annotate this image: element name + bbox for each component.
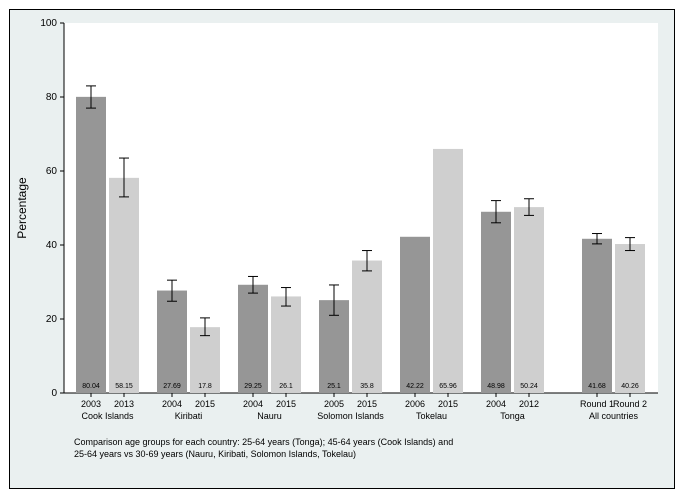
x-group-label: Nauru xyxy=(257,411,282,421)
bar-value-label: 29.25 xyxy=(244,383,262,390)
bar-value-label: 50.24 xyxy=(520,383,538,390)
bar xyxy=(76,97,106,393)
bar-value-label: 26.1 xyxy=(279,383,293,390)
bar-value-label: 80.04 xyxy=(82,383,100,390)
x-group-label: Solomon Islands xyxy=(317,411,384,421)
bar xyxy=(271,296,301,393)
x-group-label: Tonga xyxy=(500,411,525,421)
x-tick-label: 2006 xyxy=(405,399,425,409)
chart-svg: 0 20 40 60 80 100 Percentage 80.04 2003 58.15 2013… xyxy=(10,10,676,490)
bar xyxy=(157,291,187,393)
x-group-label: Cook Islands xyxy=(81,411,134,421)
x-tick-label: 2012 xyxy=(519,399,539,409)
bar xyxy=(514,207,544,393)
x-tick-label: 2015 xyxy=(438,399,458,409)
x-tick-label: 2005 xyxy=(324,399,344,409)
x-tick-label: Round 1 xyxy=(580,399,614,409)
y-axis-label: Percentage xyxy=(15,177,29,239)
footnote-line: 25-64 years vs 30-69 years (Nauru, Kirib… xyxy=(74,449,356,459)
bar xyxy=(109,178,139,393)
bar-value-label: 65.96 xyxy=(439,383,457,390)
x-group-label: Kiribati xyxy=(175,411,203,421)
x-tick-label: Round 2 xyxy=(613,399,647,409)
bar-value-label: 25.1 xyxy=(327,383,341,390)
bar-value-label: 41.68 xyxy=(588,383,606,390)
x-tick-label: 2015 xyxy=(195,399,215,409)
bar xyxy=(352,261,382,393)
bar-value-label: 48.98 xyxy=(487,383,505,390)
x-group-label: All countries xyxy=(589,411,639,421)
x-tick-label: 2003 xyxy=(81,399,101,409)
bar-value-label: 27.69 xyxy=(163,383,181,390)
y-tick-label: 100 xyxy=(40,18,57,29)
x-tick-label: 2004 xyxy=(162,399,182,409)
y-tick-label: 0 xyxy=(51,388,57,399)
bar xyxy=(481,212,511,393)
bar xyxy=(582,239,612,393)
x-tick-label: 2015 xyxy=(276,399,296,409)
x-tick-label: 2004 xyxy=(486,399,506,409)
y-tick-label: 20 xyxy=(46,314,58,325)
bar-value-label: 40.26 xyxy=(621,383,639,390)
chart-panel: 0 20 40 60 80 100 Percentage 80.04 2003 58.15 2013… xyxy=(9,9,675,489)
bar xyxy=(433,149,463,393)
footnote-line: Comparison age groups for each country: … xyxy=(74,437,453,447)
bar xyxy=(615,244,645,393)
x-group-label: Tokelau xyxy=(416,411,447,421)
x-tick-label: 2015 xyxy=(357,399,377,409)
bar-value-label: 17.8 xyxy=(198,383,212,390)
x-tick-label: 2013 xyxy=(114,399,134,409)
bar xyxy=(238,285,268,393)
y-tick-label: 40 xyxy=(46,240,58,251)
x-tick-label: 2004 xyxy=(243,399,263,409)
y-tick-label: 60 xyxy=(46,166,58,177)
bar-value-label: 42.22 xyxy=(406,383,424,390)
y-tick-label: 80 xyxy=(46,92,58,103)
bar-value-label: 35.8 xyxy=(360,383,374,390)
bar-value-label: 58.15 xyxy=(115,383,133,390)
bar xyxy=(400,237,430,393)
